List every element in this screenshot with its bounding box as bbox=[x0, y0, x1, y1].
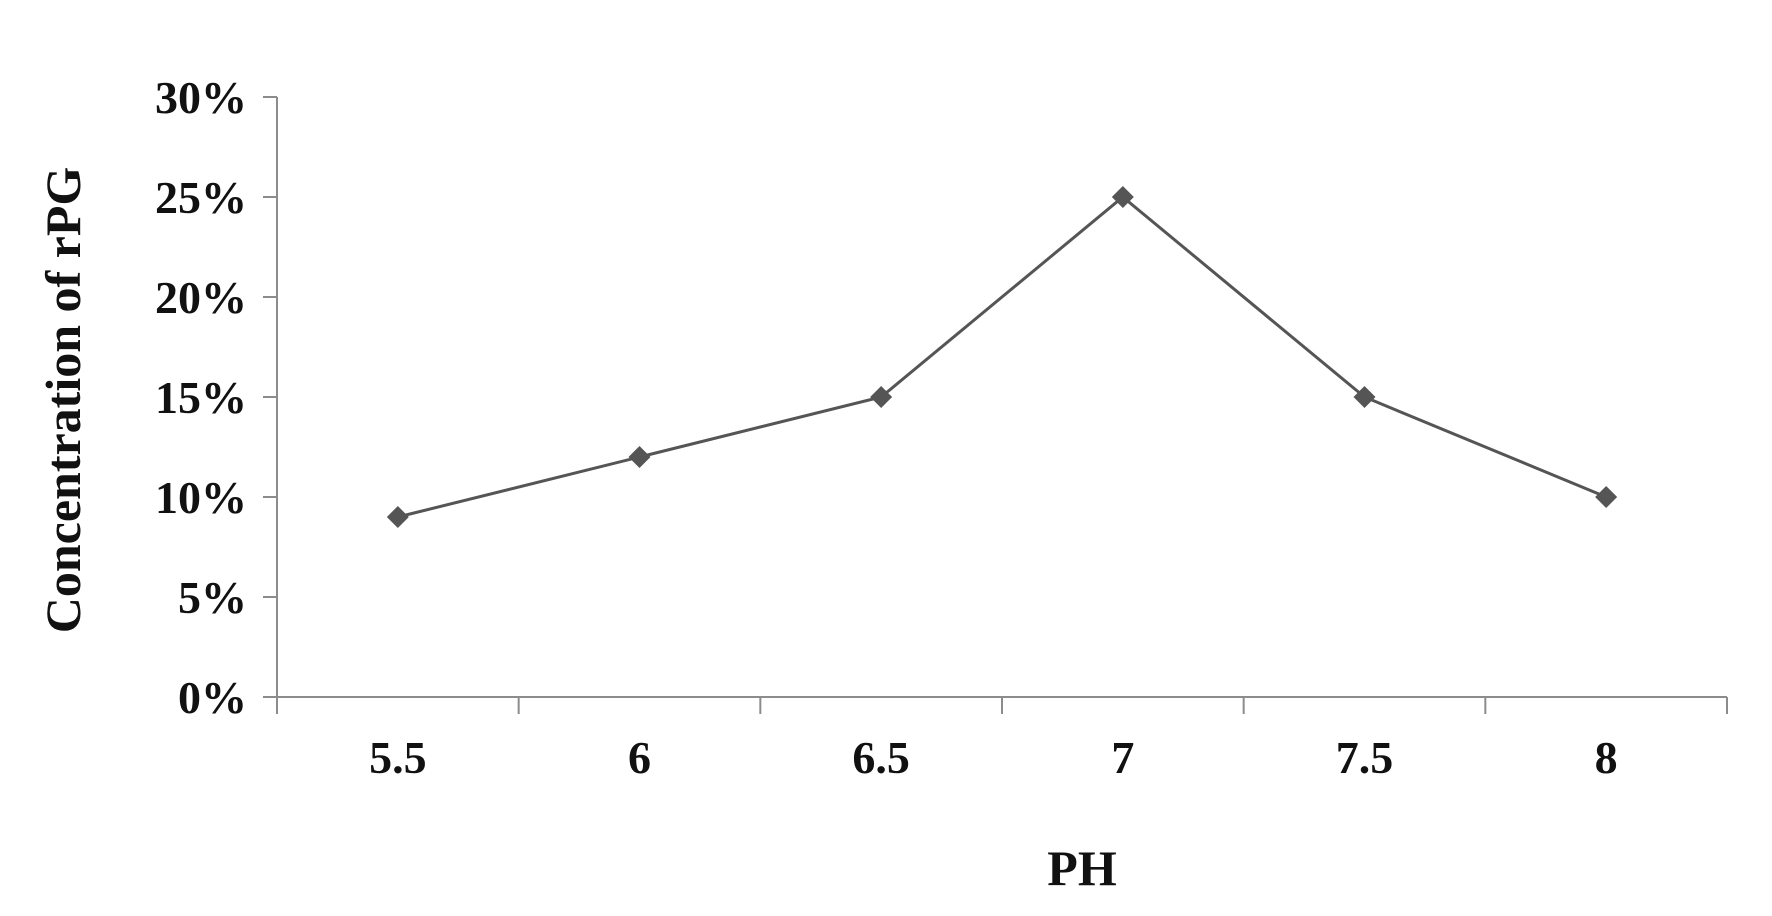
y-tick-label: 30% bbox=[155, 72, 247, 123]
data-point bbox=[386, 506, 409, 528]
x-tick-label: 6 bbox=[628, 732, 651, 783]
data-point bbox=[1353, 386, 1376, 408]
data-point bbox=[1111, 186, 1134, 208]
y-tick-label: 15% bbox=[155, 372, 247, 423]
data-point bbox=[870, 386, 893, 408]
x-tick-label: 6.5 bbox=[852, 732, 910, 783]
x-tick-label: 8 bbox=[1595, 732, 1618, 783]
y-tick-label: 0% bbox=[178, 672, 247, 723]
data-point bbox=[628, 446, 651, 468]
y-tick-label: 25% bbox=[155, 172, 247, 223]
series-line bbox=[397, 195, 1607, 519]
data-point bbox=[1595, 486, 1618, 508]
x-tick-label: 7 bbox=[1111, 732, 1134, 783]
y-tick-label: 5% bbox=[178, 572, 247, 623]
x-axis-ticks: 5.5 6 6.5 7 7.5 8 bbox=[276, 697, 1728, 783]
x-tick-label: 5.5 bbox=[369, 732, 427, 783]
y-tick-label: 10% bbox=[155, 472, 247, 523]
y-axis-ticks: 0% 5% 10% 15% 20% 25% 30% bbox=[155, 72, 277, 723]
x-axis-title: PH bbox=[1047, 840, 1117, 896]
series-layer bbox=[386, 186, 1618, 528]
y-tick-label: 20% bbox=[155, 272, 247, 323]
x-tick-label: 7.5 bbox=[1336, 732, 1394, 783]
y-axis-title: Concentration of rPG bbox=[35, 167, 91, 634]
